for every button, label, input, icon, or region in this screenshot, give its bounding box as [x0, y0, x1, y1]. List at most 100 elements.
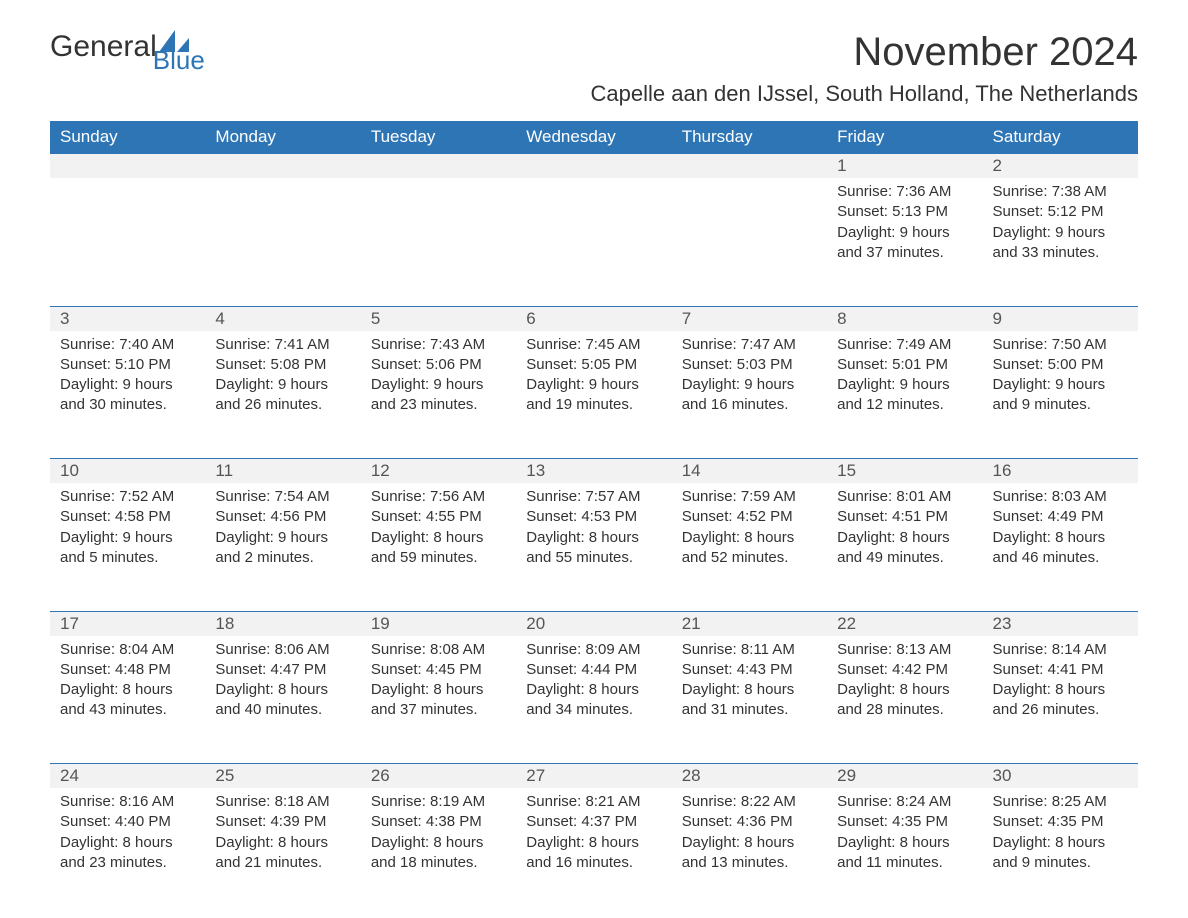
day-number-cell: 19 [361, 611, 516, 636]
day-details: Sunrise: 7:49 AMSunset: 5:01 PMDaylight:… [827, 331, 982, 430]
day-details: Sunrise: 7:41 AMSunset: 5:08 PMDaylight:… [205, 331, 360, 430]
day-details: Sunrise: 8:16 AMSunset: 4:40 PMDaylight:… [50, 788, 205, 887]
day-number-cell: 3 [50, 306, 205, 331]
daylight-line2: and 16 minutes. [682, 395, 817, 415]
logo: General Blue [50, 30, 243, 64]
day-details: Sunrise: 7:57 AMSunset: 4:53 PMDaylight:… [516, 483, 671, 582]
day-header-row: SundayMondayTuesdayWednesdayThursdayFrid… [50, 121, 1138, 154]
daylight-line2: and 40 minutes. [215, 700, 350, 720]
sunrise-line: Sunrise: 7:56 AM [371, 487, 506, 507]
daylight-line1: Daylight: 8 hours [993, 528, 1128, 548]
sunrise-line: Sunrise: 7:36 AM [837, 182, 972, 202]
day-content-cell: Sunrise: 7:41 AMSunset: 5:08 PMDaylight:… [205, 331, 360, 459]
daylight-line2: and 2 minutes. [215, 548, 350, 568]
sunrise-line: Sunrise: 7:59 AM [682, 487, 817, 507]
daylight-line1: Daylight: 8 hours [993, 680, 1128, 700]
day-details: Sunrise: 7:45 AMSunset: 5:05 PMDaylight:… [516, 331, 671, 430]
daylight-line2: and 28 minutes. [837, 700, 972, 720]
day-details: Sunrise: 8:14 AMSunset: 4:41 PMDaylight:… [983, 636, 1138, 735]
daylight-line1: Daylight: 8 hours [682, 833, 817, 853]
day-content-cell: Sunrise: 8:04 AMSunset: 4:48 PMDaylight:… [50, 636, 205, 764]
day-details: Sunrise: 7:50 AMSunset: 5:00 PMDaylight:… [983, 331, 1138, 430]
sunset-line: Sunset: 5:00 PM [993, 355, 1128, 375]
daylight-line1: Daylight: 9 hours [837, 223, 972, 243]
sunrise-line: Sunrise: 8:14 AM [993, 640, 1128, 660]
daylight-line1: Daylight: 9 hours [60, 528, 195, 548]
daylight-line2: and 30 minutes. [60, 395, 195, 415]
day-details: Sunrise: 7:59 AMSunset: 4:52 PMDaylight:… [672, 483, 827, 582]
day-details: Sunrise: 8:09 AMSunset: 4:44 PMDaylight:… [516, 636, 671, 735]
day-header: Friday [827, 121, 982, 154]
day-number-row: 24252627282930 [50, 764, 1138, 789]
sunset-line: Sunset: 5:08 PM [215, 355, 350, 375]
sunrise-line: Sunrise: 8:22 AM [682, 792, 817, 812]
day-number-cell: 7 [672, 306, 827, 331]
daylight-line1: Daylight: 9 hours [371, 375, 506, 395]
day-details: Sunrise: 8:19 AMSunset: 4:38 PMDaylight:… [361, 788, 516, 887]
day-details: Sunrise: 8:04 AMSunset: 4:48 PMDaylight:… [50, 636, 205, 735]
day-details: Sunrise: 8:08 AMSunset: 4:45 PMDaylight:… [361, 636, 516, 735]
day-details: Sunrise: 8:24 AMSunset: 4:35 PMDaylight:… [827, 788, 982, 887]
sunset-line: Sunset: 4:40 PM [60, 812, 195, 832]
day-details: Sunrise: 8:06 AMSunset: 4:47 PMDaylight:… [205, 636, 360, 735]
day-number-cell: 5 [361, 306, 516, 331]
sunset-line: Sunset: 4:51 PM [837, 507, 972, 527]
logo-text-general: General [50, 30, 157, 64]
sunrise-line: Sunrise: 7:40 AM [60, 335, 195, 355]
day-number-cell [50, 154, 205, 179]
sunset-line: Sunset: 4:53 PM [526, 507, 661, 527]
daylight-line1: Daylight: 8 hours [837, 680, 972, 700]
sunset-line: Sunset: 4:43 PM [682, 660, 817, 680]
sunset-line: Sunset: 4:36 PM [682, 812, 817, 832]
day-number-row: 3456789 [50, 306, 1138, 331]
day-content-cell: Sunrise: 7:45 AMSunset: 5:05 PMDaylight:… [516, 331, 671, 459]
day-content-cell [50, 178, 205, 306]
day-content-cell: Sunrise: 8:11 AMSunset: 4:43 PMDaylight:… [672, 636, 827, 764]
day-content-cell: Sunrise: 7:54 AMSunset: 4:56 PMDaylight:… [205, 483, 360, 611]
day-details: Sunrise: 8:22 AMSunset: 4:36 PMDaylight:… [672, 788, 827, 887]
daylight-line1: Daylight: 8 hours [526, 680, 661, 700]
day-number-cell: 20 [516, 611, 671, 636]
day-details: Sunrise: 7:36 AMSunset: 5:13 PMDaylight:… [827, 178, 982, 277]
day-content-cell: Sunrise: 8:19 AMSunset: 4:38 PMDaylight:… [361, 788, 516, 916]
sunset-line: Sunset: 4:55 PM [371, 507, 506, 527]
day-number-cell: 25 [205, 764, 360, 789]
sunset-line: Sunset: 5:01 PM [837, 355, 972, 375]
daylight-line2: and 5 minutes. [60, 548, 195, 568]
sunrise-line: Sunrise: 7:45 AM [526, 335, 661, 355]
day-content-cell: Sunrise: 7:49 AMSunset: 5:01 PMDaylight:… [827, 331, 982, 459]
day-details: Sunrise: 8:13 AMSunset: 4:42 PMDaylight:… [827, 636, 982, 735]
sunset-line: Sunset: 4:42 PM [837, 660, 972, 680]
sunrise-line: Sunrise: 8:16 AM [60, 792, 195, 812]
logo-text-blue: Blue [153, 45, 205, 76]
day-number-cell: 21 [672, 611, 827, 636]
daylight-line2: and 59 minutes. [371, 548, 506, 568]
day-number-cell: 2 [983, 154, 1138, 179]
daylight-line2: and 33 minutes. [993, 243, 1128, 263]
day-number-cell: 9 [983, 306, 1138, 331]
day-content-cell: Sunrise: 7:52 AMSunset: 4:58 PMDaylight:… [50, 483, 205, 611]
sunrise-line: Sunrise: 8:13 AM [837, 640, 972, 660]
day-content-cell [361, 178, 516, 306]
sunset-line: Sunset: 5:12 PM [993, 202, 1128, 222]
sunset-line: Sunset: 4:58 PM [60, 507, 195, 527]
day-number-cell: 15 [827, 459, 982, 484]
day-details: Sunrise: 8:21 AMSunset: 4:37 PMDaylight:… [516, 788, 671, 887]
sunrise-line: Sunrise: 7:50 AM [993, 335, 1128, 355]
day-content-cell: Sunrise: 7:36 AMSunset: 5:13 PMDaylight:… [827, 178, 982, 306]
daylight-line2: and 23 minutes. [60, 853, 195, 873]
daylight-line2: and 26 minutes. [215, 395, 350, 415]
day-content-cell: Sunrise: 8:25 AMSunset: 4:35 PMDaylight:… [983, 788, 1138, 916]
day-content-cell: Sunrise: 7:56 AMSunset: 4:55 PMDaylight:… [361, 483, 516, 611]
day-content-cell: Sunrise: 8:18 AMSunset: 4:39 PMDaylight:… [205, 788, 360, 916]
daylight-line2: and 9 minutes. [993, 853, 1128, 873]
location-text: Capelle aan den IJssel, South Holland, T… [50, 81, 1138, 107]
daylight-line1: Daylight: 8 hours [215, 833, 350, 853]
sunrise-line: Sunrise: 7:52 AM [60, 487, 195, 507]
daylight-line2: and 49 minutes. [837, 548, 972, 568]
sunrise-line: Sunrise: 7:49 AM [837, 335, 972, 355]
sunrise-line: Sunrise: 8:03 AM [993, 487, 1128, 507]
sunrise-line: Sunrise: 7:57 AM [526, 487, 661, 507]
daylight-line2: and 34 minutes. [526, 700, 661, 720]
day-content-cell: Sunrise: 8:13 AMSunset: 4:42 PMDaylight:… [827, 636, 982, 764]
